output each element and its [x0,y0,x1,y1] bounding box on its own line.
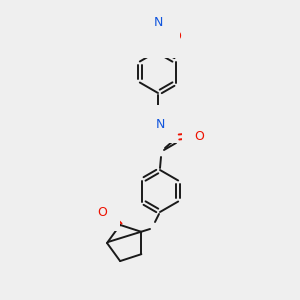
Text: H: H [160,16,168,28]
Text: S: S [154,30,162,44]
Text: O: O [135,31,145,44]
Text: O: O [98,206,107,219]
Text: H: H [148,16,156,28]
Text: O: O [194,130,204,142]
Text: O: O [171,31,181,44]
Text: N: N [153,16,163,28]
Text: N: N [155,118,165,130]
Text: H: H [146,118,154,130]
